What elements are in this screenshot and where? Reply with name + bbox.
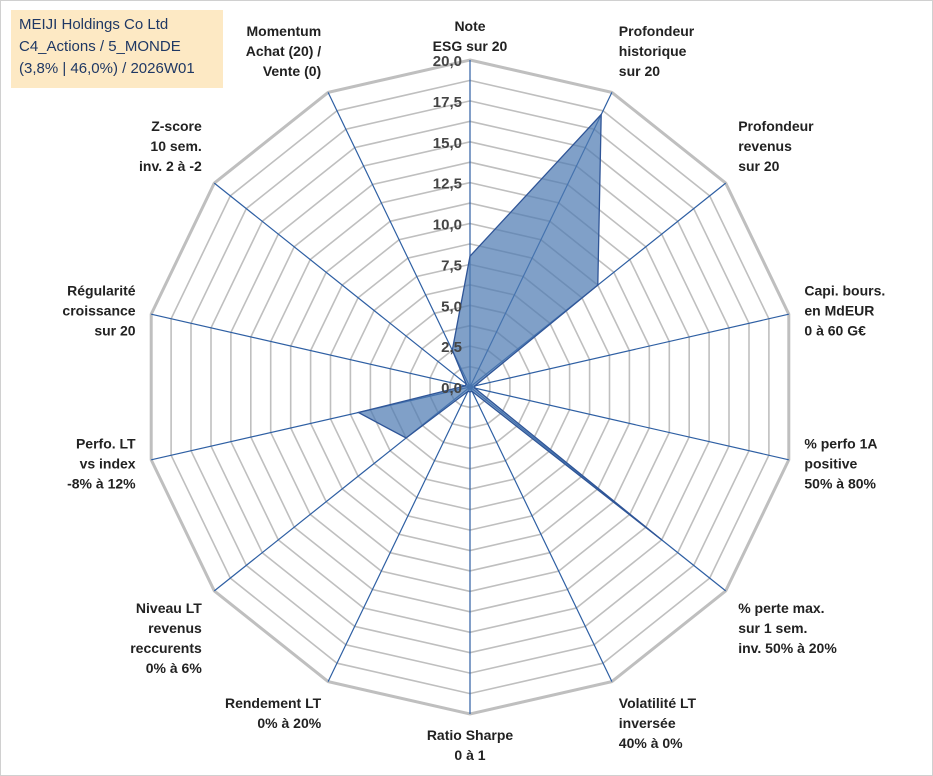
axis-label-line: Profondeur xyxy=(738,118,814,134)
axis-spoke xyxy=(469,386,789,461)
axis-label-line: Note xyxy=(454,18,485,34)
portfolio-category: C4_Actions / 5_MONDE xyxy=(19,38,181,55)
company-name: MEIJI Holdings Co Ltd xyxy=(19,16,169,33)
tick-label: 0,0 xyxy=(441,380,462,397)
axis-label-line: sur 20 xyxy=(619,63,660,79)
axis-spoke xyxy=(469,386,613,682)
axis-label-line: 40% à 0% xyxy=(619,735,683,751)
axis-label-line: Profondeur xyxy=(619,23,695,39)
axis-label-line: Momentum xyxy=(247,23,322,39)
tick-label: 5,0 xyxy=(441,298,462,315)
axis-label: % perfo 1A positive 50% à 80% xyxy=(804,435,877,491)
axis-label-line: Capi. bours. xyxy=(804,283,885,299)
axis-label-line: historique xyxy=(619,43,687,59)
axis-spoke xyxy=(213,182,471,388)
axis-label-line: Vente (0) xyxy=(263,63,321,79)
axis-label: Rendement LT 0% à 20% xyxy=(225,695,322,731)
axis-label: Perfo. LT vs index -8% à 12% xyxy=(67,435,136,491)
radar-tick-labels: 0,0 2,5 5,0 7,5 10,0 12,5 15,0 17,5 20,0 xyxy=(433,53,462,397)
axis-label-line: Rendement LT xyxy=(225,695,322,711)
axis-spoke xyxy=(151,313,471,388)
stats-and-week: (3,8% | 46,0%) / 2026W01 xyxy=(19,60,195,77)
axis-label-line: 0% à 6% xyxy=(146,660,203,676)
axis-label-line: inv. 2 à -2 xyxy=(139,158,202,174)
series-area xyxy=(356,112,663,541)
tick-label: 10,0 xyxy=(433,217,462,234)
axis-label: Niveau LT revenus reccurents 0% à 6% xyxy=(130,600,202,676)
axis-label-line: ESG sur 20 xyxy=(433,38,508,54)
axis-label-line: Perfo. LT xyxy=(76,435,136,451)
axis-label-line: -8% à 12% xyxy=(67,475,136,491)
axis-label-line: 0 à 60 G€ xyxy=(804,323,866,339)
axis-spoke xyxy=(469,313,789,388)
axis-label-line: % perfo 1A xyxy=(804,435,877,451)
axis-label-line: revenus xyxy=(738,138,792,154)
axis-label-line: sur 1 sem. xyxy=(738,620,807,636)
axis-label: Momentum Achat (20) / Vente (0) xyxy=(246,23,322,79)
tick-label: 12,5 xyxy=(433,176,462,193)
axis-label: Profondeur revenus sur 20 xyxy=(738,118,814,174)
axis-label-line: revenus xyxy=(148,620,202,636)
axis-spoke xyxy=(327,386,471,682)
axis-label-line: positive xyxy=(804,455,857,471)
info-box: MEIJI Holdings Co Ltd C4_Actions / 5_MON… xyxy=(11,10,223,88)
axis-label: Capi. bours. en MdEUR 0 à 60 G€ xyxy=(804,283,885,339)
axis-label-line: 0 à 1 xyxy=(454,747,485,763)
tick-label: 7,5 xyxy=(441,257,462,274)
radar-axis-labels: Note ESG sur 20 Profondeur historique sur 20… xyxy=(62,18,885,763)
axis-label-line: Ratio Sharpe xyxy=(427,727,514,743)
axis-label-line: Niveau LT xyxy=(136,600,202,616)
axis-label: % perte max. sur 1 sem. inv. 50% à 20% xyxy=(738,600,837,656)
axis-label-line: croissance xyxy=(62,303,135,319)
axis-label-line: Volatilité LT xyxy=(619,695,697,711)
axis-label-line: 10 sem. xyxy=(150,138,201,154)
axis-spoke xyxy=(327,92,471,388)
axis-label-line: sur 20 xyxy=(738,158,779,174)
axis-label: Z-score 10 sem. inv. 2 à -2 xyxy=(139,118,202,174)
axis-label-line: Régularité xyxy=(67,283,136,299)
axis-label: Volatilité LT inversée 40% à 0% xyxy=(619,695,697,751)
axis-label-line: % perte max. xyxy=(738,600,824,616)
tick-label: 17,5 xyxy=(433,94,462,111)
axis-label-line: 0% à 20% xyxy=(257,715,321,731)
axis-label-line: Z-score xyxy=(151,118,202,134)
axis-label: Ratio Sharpe 0 à 1 xyxy=(427,727,514,763)
axis-label-line: inversée xyxy=(619,715,676,731)
axis-label: Note ESG sur 20 xyxy=(433,18,508,54)
axis-label-line: en MdEUR xyxy=(804,303,874,319)
axis-label-line: sur 20 xyxy=(94,323,135,339)
axis-label-line: 50% à 80% xyxy=(804,475,876,491)
tick-label: 15,0 xyxy=(433,135,462,152)
axis-label: Régularité croissance sur 20 xyxy=(62,283,135,339)
axis-label-line: reccurents xyxy=(130,640,202,656)
tick-label: 20,0 xyxy=(433,53,462,70)
radar-series xyxy=(356,112,663,541)
axis-label-line: inv. 50% à 20% xyxy=(738,640,837,656)
tick-label: 2,5 xyxy=(441,339,462,356)
axis-label: Profondeur historique sur 20 xyxy=(619,23,695,79)
axis-label-line: vs index xyxy=(80,455,136,471)
axis-label-line: Achat (20) / xyxy=(246,43,322,59)
